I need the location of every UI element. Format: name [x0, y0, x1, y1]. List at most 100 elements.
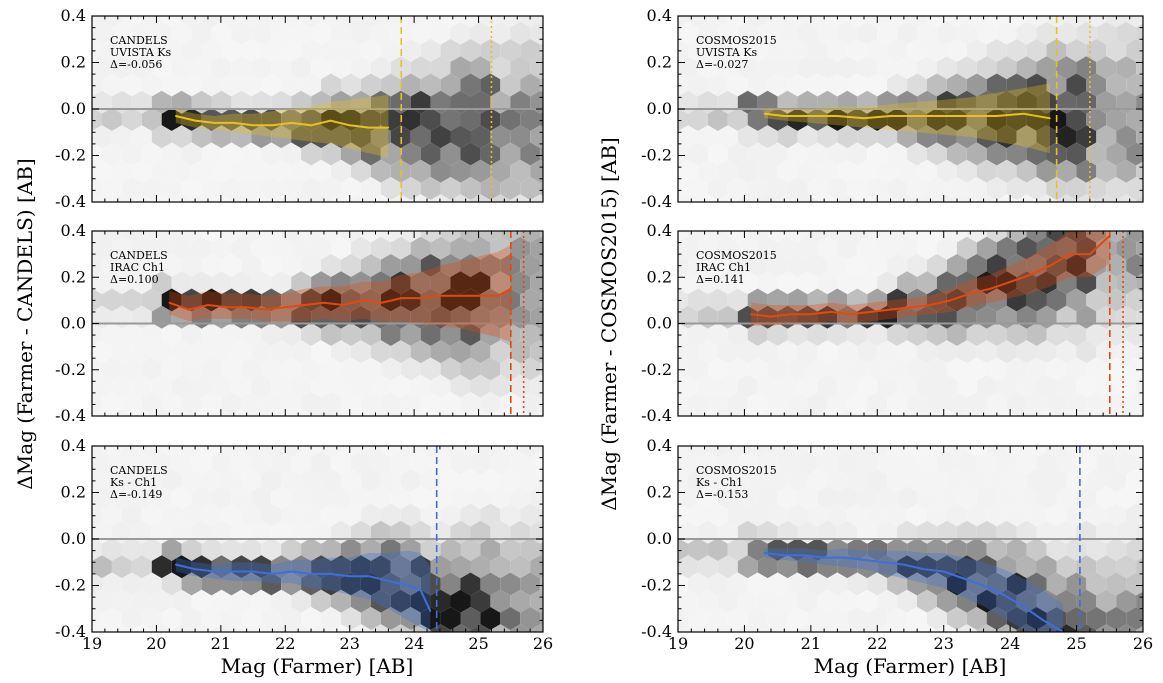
median-point — [1029, 274, 1031, 276]
x-tick-label: 26 — [1133, 634, 1153, 653]
y-tick-label: -0.4 — [641, 192, 672, 211]
plot-area — [678, 16, 1143, 202]
median-point — [284, 306, 287, 309]
annotation-line: UVISTA Ks — [110, 46, 171, 59]
median-point — [265, 308, 267, 311]
median-point — [883, 561, 885, 564]
y-tick-label: 0.2 — [647, 267, 672, 286]
annotation-line: Δ=-0.149 — [110, 488, 162, 501]
hexbin-density — [678, 231, 1143, 416]
median-point — [419, 589, 422, 591]
median-point — [942, 570, 945, 573]
median-point — [962, 577, 965, 580]
x-tick-label: 24 — [1000, 634, 1020, 653]
median-point — [810, 115, 812, 117]
median-point — [843, 556, 845, 559]
y-tick-label: 0.0 — [61, 99, 86, 118]
y-tick-label: 0.0 — [647, 314, 672, 333]
median-point — [252, 570, 254, 573]
y-tick-label: 0.4 — [647, 221, 672, 240]
ticks — [91, 230, 544, 417]
y-tick-label: 0.2 — [61, 53, 86, 72]
median-point — [348, 575, 351, 577]
median-point — [982, 584, 985, 587]
median-point — [903, 563, 905, 566]
median-point — [406, 584, 409, 587]
median-line — [764, 552, 1064, 632]
ticks — [677, 230, 1144, 417]
median-point — [929, 304, 932, 306]
y-tick-label: -0.2 — [641, 360, 672, 379]
annotation-line: CANDELS — [110, 464, 168, 477]
y-tick-label: -0.2 — [641, 576, 672, 595]
median-point — [783, 554, 786, 557]
annotation-line: IRAC Ch1 — [110, 261, 165, 274]
x-tick-label: 20 — [734, 634, 754, 653]
x-tick-label: 23 — [340, 634, 360, 653]
x-tick-label: 25 — [1066, 634, 1086, 653]
median-point — [226, 306, 229, 309]
annotation-line: COSMOS2015 — [696, 34, 777, 47]
scatter-band — [764, 548, 1064, 632]
x-tick-label: 24 — [404, 634, 424, 653]
median-point — [863, 559, 865, 561]
median-point — [869, 311, 872, 313]
median-point — [836, 115, 839, 117]
y-tick-label: 0.2 — [61, 267, 86, 286]
median-point — [400, 297, 403, 299]
annotation-line: COSMOS2015 — [696, 249, 777, 262]
median-point — [989, 288, 992, 290]
median-point — [790, 313, 792, 316]
median-point — [497, 294, 499, 297]
median-point — [1022, 605, 1025, 608]
median-point — [458, 294, 461, 297]
y-tick-label: -0.4 — [641, 406, 672, 425]
median-point — [252, 124, 254, 127]
annotation-line: CANDELS — [110, 249, 168, 262]
annotation-line: UVISTA Ks — [696, 46, 757, 59]
annotation-line: Ks - Ch1 — [696, 476, 743, 489]
median-line — [764, 112, 1051, 120]
x-tick-label: 21 — [211, 634, 231, 653]
ylabel-right: ΔMag (Farmer - COSMOS2015) [AB] — [597, 137, 621, 510]
y-tick-label: -0.2 — [641, 146, 672, 165]
y-tick-label: 0.4 — [647, 436, 672, 455]
median-point — [245, 306, 248, 309]
median-point — [368, 575, 370, 577]
median-point — [889, 308, 892, 311]
y-tick-label: -0.4 — [55, 192, 86, 211]
median-point — [213, 570, 216, 573]
median-point — [168, 301, 171, 304]
median-point — [232, 122, 235, 124]
y-tick-label: 0.0 — [61, 529, 86, 548]
median-point — [949, 299, 952, 302]
y-tick-label: -0.2 — [55, 360, 86, 379]
median-point — [387, 580, 390, 582]
x-tick-label: 23 — [934, 634, 954, 653]
plot-area — [92, 446, 543, 632]
y-tick-label: 0.0 — [647, 529, 672, 548]
median-point — [207, 304, 209, 306]
y-tick-label: 0.4 — [61, 6, 86, 25]
median-point — [361, 299, 364, 302]
median-point — [381, 301, 383, 304]
median-point — [368, 126, 370, 129]
median-point — [909, 306, 912, 309]
median-point — [419, 297, 422, 299]
annotation-line: Δ=-0.153 — [696, 488, 748, 501]
median-point — [829, 311, 832, 313]
ylabel-left: ΔMag (Farmer - CANDELS) [AB] — [13, 158, 37, 489]
panel-bottom-right: -0.4 -0.2 0.0 0.2 0.4 19 20 21 22 23 24 25 26 COSMOS2… — [641, 436, 1153, 653]
median-point — [329, 573, 332, 575]
median-point — [1049, 264, 1051, 267]
median-point — [969, 292, 972, 295]
median-point — [969, 115, 972, 117]
annotation-line: Δ=-0.027 — [696, 58, 748, 71]
median-point — [922, 568, 925, 571]
median-point — [310, 573, 312, 575]
